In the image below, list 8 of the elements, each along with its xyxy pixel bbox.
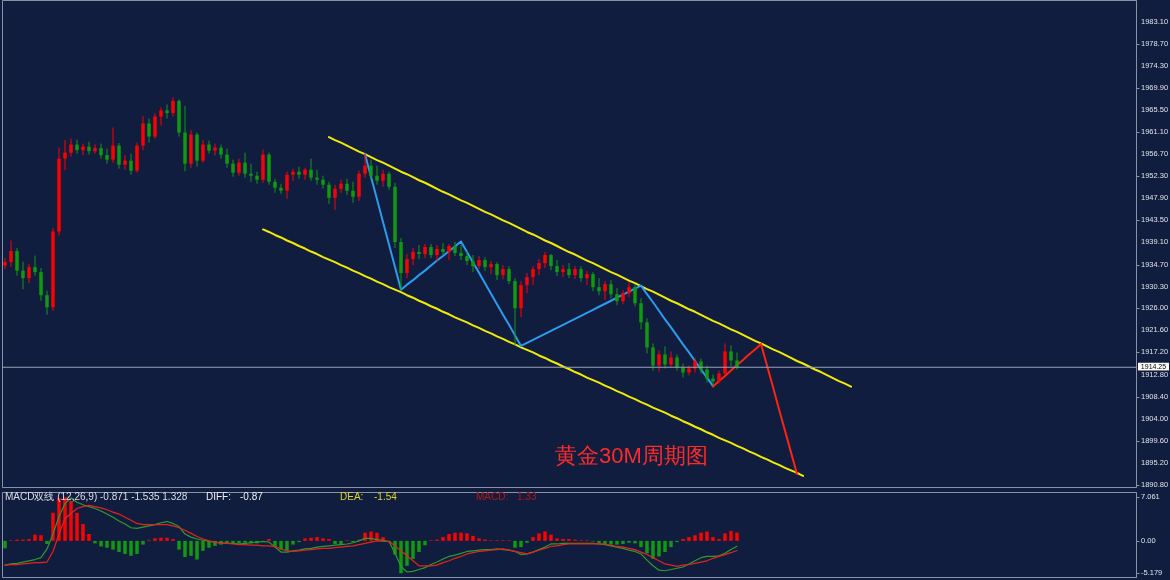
annotation: 黄金30M周期图 — [555, 443, 708, 468]
annotation: DEA: — [340, 491, 364, 502]
annotation: -1.54 — [374, 491, 398, 502]
annotation: MACD: — [476, 491, 509, 502]
annotation: -0.87 — [240, 491, 264, 502]
annotation: 1.33 — [517, 491, 537, 502]
annotation: DIFF: — [206, 491, 231, 502]
annotation: MACD双线 (12,26,9) -0.871 -1.535 1.328 — [5, 491, 188, 502]
